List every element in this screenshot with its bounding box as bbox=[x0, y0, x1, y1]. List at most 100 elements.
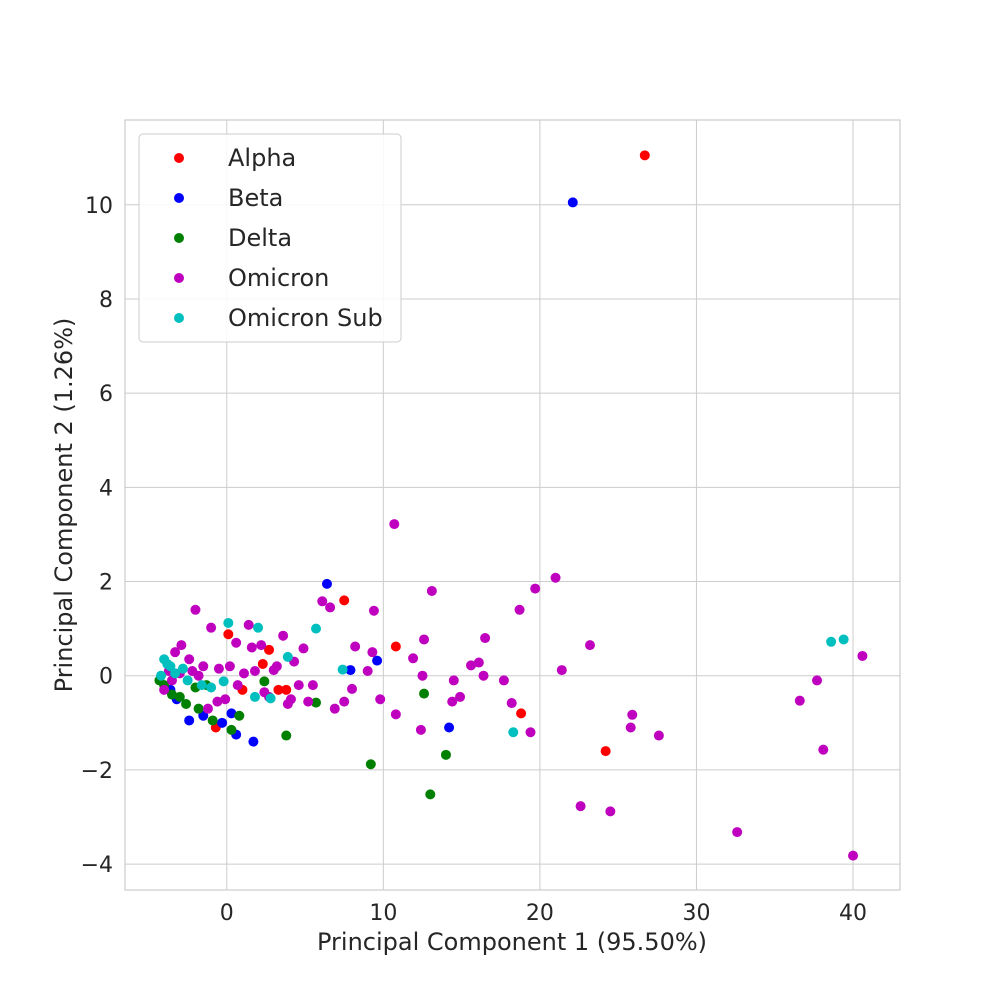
point-omicron-sub bbox=[838, 634, 849, 645]
legend-label: Omicron bbox=[228, 264, 329, 292]
point-omicron bbox=[550, 572, 561, 583]
point-omicron bbox=[375, 694, 386, 705]
point-omicron bbox=[447, 696, 458, 707]
point-omicron bbox=[303, 696, 314, 707]
point-omicron bbox=[350, 641, 361, 652]
point-beta bbox=[444, 722, 455, 733]
point-omicron-sub bbox=[206, 682, 217, 693]
point-omicron bbox=[625, 722, 636, 733]
point-omicron bbox=[238, 668, 249, 679]
point-omicron bbox=[246, 642, 257, 653]
legend-item-omicron-sub: Omicron Sub bbox=[174, 304, 383, 332]
point-omicron bbox=[187, 666, 198, 677]
legend-box bbox=[138, 133, 402, 343]
point-omicron bbox=[176, 640, 187, 651]
point-omicron bbox=[473, 657, 484, 668]
point-omicron-sub bbox=[253, 622, 264, 633]
point-omicron bbox=[818, 744, 829, 755]
point-alpha bbox=[639, 150, 650, 161]
point-delta bbox=[311, 697, 322, 708]
legend-marker bbox=[174, 153, 184, 163]
point-omicron bbox=[190, 604, 201, 615]
series-alpha bbox=[210, 150, 650, 757]
y-tick-label: 4 bbox=[99, 476, 113, 501]
x-axis-label: Principal Component 1 (95.50%) bbox=[317, 928, 707, 956]
point-omicron bbox=[426, 585, 437, 596]
y-tick-label: 6 bbox=[99, 382, 113, 407]
point-alpha bbox=[223, 629, 234, 640]
point-omicron bbox=[389, 519, 400, 530]
point-beta bbox=[184, 715, 195, 726]
point-omicron bbox=[390, 709, 401, 720]
point-delta bbox=[207, 715, 218, 726]
point-omicron bbox=[243, 619, 254, 630]
point-omicron bbox=[256, 640, 267, 651]
legend-label: Beta bbox=[228, 184, 283, 212]
legend-marker bbox=[174, 273, 184, 283]
point-omicron-sub bbox=[196, 680, 207, 691]
point-omicron bbox=[278, 630, 289, 641]
point-omicron-sub bbox=[826, 636, 837, 647]
x-tick-label: 20 bbox=[526, 901, 554, 926]
point-omicron bbox=[220, 694, 231, 705]
point-omicron-sub bbox=[162, 658, 173, 669]
y-tick-label: 2 bbox=[99, 571, 113, 596]
point-omicron bbox=[732, 827, 743, 838]
x-tick-label: 10 bbox=[369, 901, 397, 926]
point-omicron bbox=[293, 680, 304, 691]
y-tick-label: −2 bbox=[81, 759, 113, 784]
point-omicron bbox=[362, 666, 373, 677]
point-omicron bbox=[347, 683, 358, 694]
point-omicron-sub bbox=[282, 651, 293, 662]
point-omicron bbox=[812, 675, 823, 686]
point-omicron bbox=[282, 698, 293, 709]
point-omicron bbox=[585, 640, 595, 651]
point-omicron-sub bbox=[170, 668, 181, 679]
point-omicron bbox=[232, 680, 243, 691]
point-omicron-sub bbox=[223, 617, 234, 628]
point-omicron bbox=[794, 695, 805, 706]
point-omicron bbox=[480, 633, 491, 644]
point-delta bbox=[425, 789, 436, 800]
x-tick-label: 40 bbox=[839, 901, 867, 926]
point-omicron bbox=[213, 663, 224, 674]
y-tick-label: 10 bbox=[85, 194, 113, 219]
legend-marker bbox=[174, 233, 184, 243]
point-omicron bbox=[325, 602, 336, 613]
point-alpha bbox=[390, 641, 401, 652]
x-tick-label: 30 bbox=[682, 901, 710, 926]
point-omicron bbox=[415, 724, 426, 735]
point-beta bbox=[372, 655, 383, 666]
point-omicron bbox=[417, 670, 428, 681]
point-omicron bbox=[514, 604, 525, 615]
point-delta bbox=[226, 724, 237, 735]
point-omicron bbox=[231, 637, 242, 648]
point-omicron bbox=[530, 583, 541, 594]
point-omicron bbox=[448, 675, 459, 686]
point-omicron-sub bbox=[508, 727, 519, 738]
point-omicron bbox=[478, 670, 489, 681]
point-omicron bbox=[206, 622, 217, 633]
point-omicron bbox=[556, 665, 567, 676]
point-delta bbox=[166, 689, 177, 700]
point-omicron bbox=[627, 709, 638, 720]
data-points bbox=[154, 150, 868, 861]
series-omicron-sub bbox=[156, 617, 849, 738]
point-omicron bbox=[498, 675, 509, 686]
point-omicron bbox=[159, 684, 170, 695]
legend-item-omicron: Omicron bbox=[174, 264, 329, 292]
point-omicron bbox=[307, 680, 318, 691]
legend-item-beta: Beta bbox=[174, 184, 283, 212]
point-delta bbox=[174, 691, 185, 702]
y-tick-label: 0 bbox=[99, 665, 113, 690]
legend-label: Omicron Sub bbox=[228, 304, 383, 332]
legend-marker bbox=[174, 313, 184, 323]
point-omicron-sub bbox=[182, 675, 193, 686]
point-omicron bbox=[198, 661, 209, 672]
point-alpha bbox=[516, 708, 527, 719]
point-beta bbox=[226, 708, 237, 719]
point-beta bbox=[248, 736, 259, 747]
point-alpha bbox=[257, 658, 268, 669]
y-tick-label: 8 bbox=[99, 288, 113, 313]
point-omicron bbox=[339, 696, 350, 707]
